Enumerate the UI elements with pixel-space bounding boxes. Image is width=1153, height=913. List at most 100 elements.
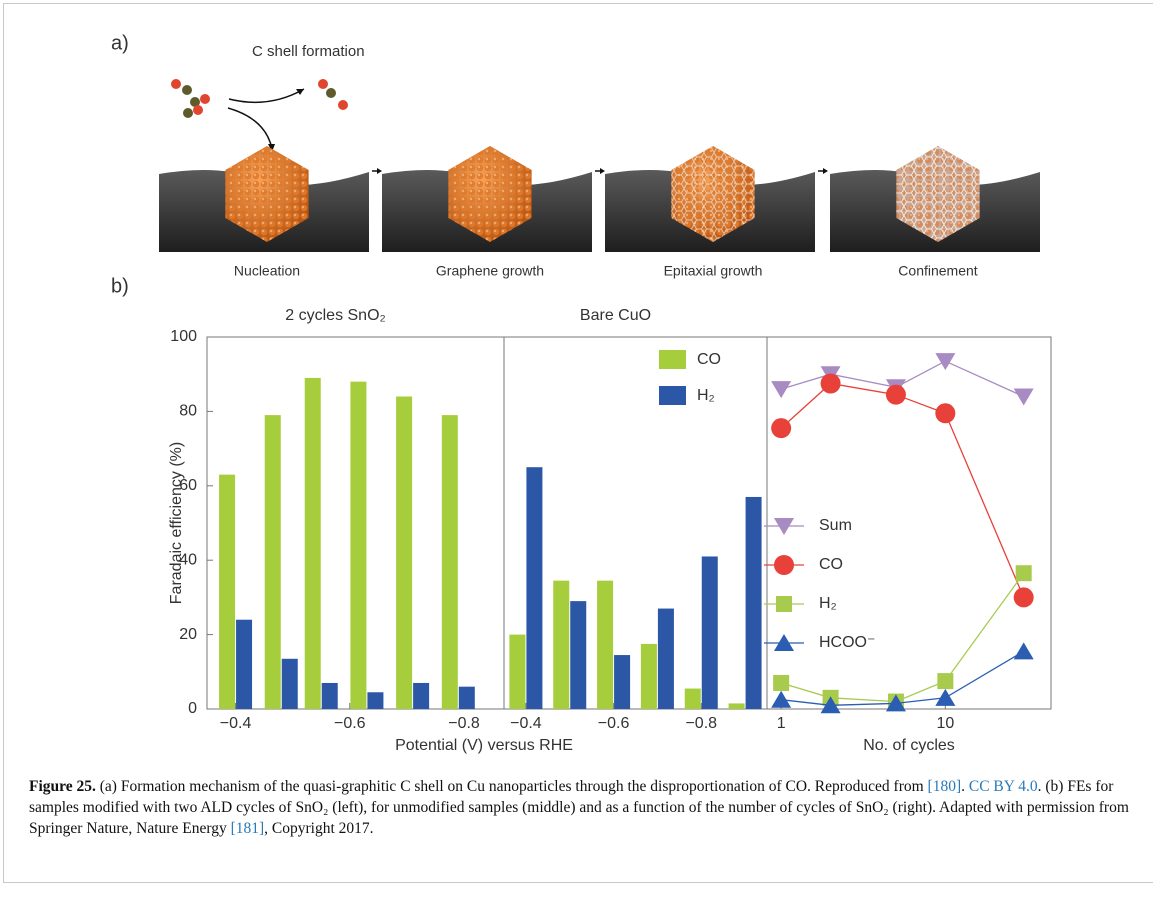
x-tick-label: 1 — [777, 715, 786, 732]
marker — [1013, 642, 1034, 660]
chart: 2 cycles SnO₂ Faradaic efficiency (%) Pote… — [168, 307, 1052, 754]
step-label: Graphene growth — [436, 263, 544, 279]
marker — [820, 696, 841, 714]
panel-label: a) — [111, 32, 129, 54]
legend-swatch — [659, 386, 686, 405]
bar — [640, 643, 657, 709]
bar — [281, 658, 298, 709]
y-tick-label: 100 — [170, 328, 197, 345]
bar — [304, 377, 321, 709]
marker — [885, 384, 906, 405]
nanoparticle-texture — [225, 146, 309, 242]
panel-title: Bare CuO — [580, 307, 651, 324]
arrow-head — [600, 168, 605, 174]
x-axis-label: Potential (V) versus RHE — [395, 737, 573, 754]
x-tick-label: −0.4 — [220, 715, 252, 732]
marker — [820, 373, 841, 394]
x-tick-label: −0.4 — [510, 715, 542, 732]
bar — [597, 580, 614, 709]
bar — [657, 608, 674, 709]
x-tick-label: −0.8 — [448, 715, 480, 732]
y-tick-label: 60 — [179, 477, 197, 494]
x-tick-label: −0.8 — [685, 715, 717, 732]
caption-text: . — [961, 778, 969, 795]
illustration: Nucleation Graphene growth Epitaxial growt… — [159, 146, 1040, 279]
reference-link[interactable]: [180] — [927, 778, 962, 795]
bar — [321, 682, 338, 709]
marker — [1015, 565, 1032, 582]
legend-label: CO — [819, 556, 843, 573]
carbon-shell — [671, 146, 755, 242]
panel-frame — [766, 336, 1052, 710]
bar — [745, 496, 762, 709]
marker — [1013, 587, 1034, 608]
step-label: Nucleation — [234, 263, 300, 279]
bar — [367, 692, 384, 709]
marker — [774, 555, 794, 575]
bar — [396, 396, 413, 709]
x-tick-label: −0.6 — [598, 715, 630, 732]
line — [780, 382, 1025, 598]
molecules — [171, 79, 348, 152]
caption-text: , Copyright 2017. — [264, 820, 374, 837]
panel-title: C shell formation — [252, 43, 365, 60]
y-tick-label: 20 — [179, 626, 197, 643]
panel-title: 2 cycles SnO₂ — [285, 307, 385, 324]
caption-text: (a) Formation mechanism of the quasi-gra… — [95, 778, 928, 795]
marker — [774, 634, 794, 651]
marker — [885, 694, 906, 712]
marker — [773, 674, 790, 691]
bar — [684, 688, 701, 709]
marker — [1013, 388, 1034, 406]
bar — [553, 580, 570, 709]
step-label: Confinement — [898, 263, 977, 279]
legend-label: CO — [697, 351, 721, 368]
marker — [935, 688, 956, 706]
bar — [570, 601, 587, 709]
marker — [771, 690, 792, 708]
reference-link[interactable]: [181] — [230, 820, 265, 837]
x-tick-label: 10 — [936, 715, 954, 732]
marker — [771, 418, 792, 439]
figure: a) C shell formation Nucleation Graphene … — [111, 32, 1052, 754]
marker — [935, 353, 956, 371]
carbon-shell — [896, 146, 980, 242]
legend-label: HCOO⁻ — [819, 634, 875, 651]
page: a) C shell formation Nucleation Graphene … — [3, 3, 1153, 883]
marker — [937, 673, 954, 690]
bar — [264, 415, 281, 709]
bar — [614, 655, 631, 709]
arrow-head — [377, 168, 382, 174]
bar — [509, 634, 526, 709]
license-link[interactable]: CC BY 4.0 — [968, 778, 1038, 795]
y-tick-label: 80 — [179, 403, 197, 420]
legend-label: H₂ — [819, 595, 837, 612]
bar — [219, 474, 236, 709]
panel-label: b) — [111, 275, 129, 297]
bar — [441, 415, 458, 709]
caption-label: Figure 25. — [29, 778, 96, 795]
y-tick-label: 0 — [188, 700, 197, 717]
x-tick-label: −0.6 — [334, 715, 366, 732]
bar — [236, 619, 253, 709]
arrow-head — [823, 168, 828, 174]
marker — [774, 518, 794, 535]
x-axis-label: No. of cycles — [863, 737, 955, 754]
y-axis-label: Faradaic efficiency (%) — [168, 442, 185, 604]
bar — [526, 467, 543, 709]
legend-swatch — [659, 350, 686, 369]
caption: Figure 25. (a) Formation mechanism of th… — [29, 776, 1134, 839]
step-label: Epitaxial growth — [664, 263, 763, 279]
line — [781, 572, 1025, 703]
marker — [776, 596, 792, 612]
caption-text: . (b) FEs for samples modified with two … — [29, 778, 1129, 837]
bar — [350, 381, 367, 709]
nanoparticle-texture — [448, 146, 532, 242]
bar — [701, 556, 718, 709]
panel-frame — [503, 336, 768, 710]
bar — [413, 682, 430, 709]
bar — [728, 703, 745, 709]
marker — [935, 403, 956, 424]
y-tick-label: 40 — [179, 551, 197, 568]
legend-label: Sum — [819, 517, 852, 534]
